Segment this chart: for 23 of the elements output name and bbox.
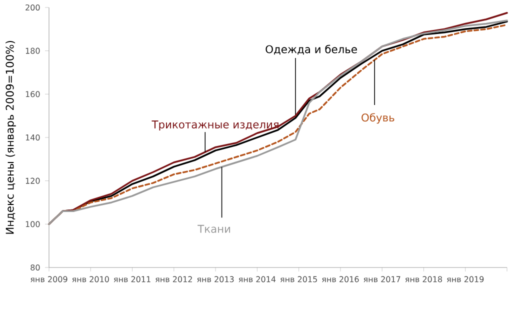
- y-tick-label: 80: [30, 264, 40, 270]
- x-tick-label: янв 2019: [446, 276, 484, 282]
- x-tick-label: янв 2011: [114, 276, 150, 282]
- x-tick-label: янв 2017: [364, 276, 400, 282]
- x-tick-label: янв 2016: [322, 276, 359, 282]
- x-tick-label: янв 2013: [197, 276, 234, 282]
- y-tick-label: 140: [26, 134, 40, 140]
- x-tick-label: янв 2018: [405, 276, 442, 282]
- x-tick-label: янв 2015: [280, 276, 317, 282]
- x-tick-label: янв 2014: [238, 276, 276, 282]
- y-tick-label: 100: [26, 220, 40, 227]
- y-tick-label: 160: [26, 90, 40, 97]
- text: Ткани: [198, 224, 230, 233]
- y-tick-label: 200: [26, 4, 40, 10]
- text: Обувь: [362, 112, 394, 124]
- x-tick-label: янв 2012: [156, 276, 192, 282]
- series-label: Трикотажные изделия: [152, 120, 278, 130]
- series-label: Одежда и белье: [266, 44, 357, 54]
- y-tick-label: 180: [26, 48, 40, 54]
- y-tick-label: 120: [26, 178, 40, 184]
- y-axis-title: Индекс цены (январь 2009=100%): [6, 40, 16, 234]
- x-tick-label: янв 2010: [72, 276, 109, 282]
- x-tick-label: янв 2009: [30, 276, 68, 282]
